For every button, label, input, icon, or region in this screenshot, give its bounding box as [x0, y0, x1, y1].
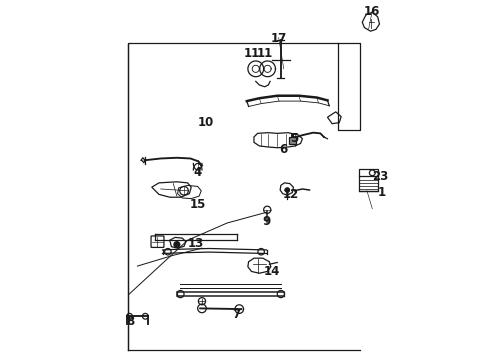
Circle shape [285, 188, 290, 192]
Text: 11: 11 [244, 47, 260, 60]
Text: 23: 23 [372, 170, 388, 183]
Text: 14: 14 [264, 265, 280, 278]
Text: 1: 1 [377, 186, 385, 199]
Text: 7: 7 [232, 308, 241, 321]
Text: 16: 16 [364, 5, 381, 18]
Text: 6: 6 [280, 143, 288, 156]
Text: 4: 4 [194, 166, 202, 179]
Text: 9: 9 [262, 215, 270, 228]
Text: 10: 10 [197, 116, 214, 129]
Text: 8: 8 [126, 315, 134, 328]
Text: 5: 5 [290, 132, 298, 145]
Circle shape [174, 242, 180, 247]
FancyBboxPatch shape [289, 137, 296, 144]
Text: 13: 13 [187, 237, 204, 250]
Text: 12: 12 [283, 188, 299, 201]
Text: 15: 15 [190, 198, 206, 211]
Text: 11: 11 [256, 47, 272, 60]
Text: 17: 17 [270, 32, 287, 45]
